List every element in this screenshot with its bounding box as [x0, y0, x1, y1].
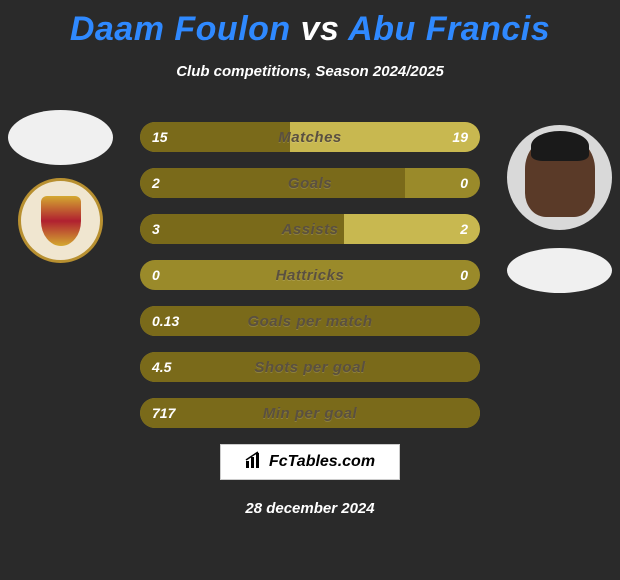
stat-value-right: 2 — [460, 214, 468, 244]
player2-club-placeholder — [507, 248, 612, 293]
title-vs: vs — [301, 10, 340, 48]
stat-row: Shots per goal4.5 — [140, 352, 480, 382]
stat-label: Hattricks — [140, 260, 480, 290]
stat-label: Shots per goal — [140, 352, 480, 382]
avatar-hair — [531, 131, 589, 161]
stat-row: Hattricks0 0 — [140, 260, 480, 290]
stat-row: Matches15 19 — [140, 122, 480, 152]
player1-name: Daam Foulon — [70, 10, 291, 48]
stat-value-left: 15 — [152, 122, 168, 152]
stat-value-left: 3 — [152, 214, 160, 244]
stat-value-right: 19 — [452, 122, 468, 152]
branding-badge: FcTables.com — [220, 444, 400, 480]
stat-value-left: 717 — [152, 398, 175, 428]
club-badge-icon — [41, 196, 81, 246]
stat-label: Goals per match — [140, 306, 480, 336]
stat-row: Goals per match0.13 — [140, 306, 480, 336]
branding-text: FcTables.com — [269, 453, 375, 471]
comparison-title: Daam Foulon vs Abu Francis — [0, 0, 620, 49]
player2-name: Abu Francis — [348, 10, 550, 48]
stat-value-left: 2 — [152, 168, 160, 198]
stat-row: Assists3 2 — [140, 214, 480, 244]
avatar-face — [525, 137, 595, 217]
stat-value-right: 0 — [460, 260, 468, 290]
stat-value-right: 0 — [460, 168, 468, 198]
stats-bars-container: Matches1519Goals20Assists32Hattricks00Go… — [140, 122, 480, 444]
player1-avatar-placeholder — [8, 110, 113, 165]
stat-value-left: 0.13 — [152, 306, 179, 336]
stat-label: Assists — [140, 214, 480, 244]
player2-avatar — [507, 125, 612, 230]
stat-row: Min per goal717 — [140, 398, 480, 428]
player1-club-badge — [18, 178, 103, 263]
stat-value-left: 0 — [152, 260, 160, 290]
stat-label: Matches — [140, 122, 480, 152]
stat-value-left: 4.5 — [152, 352, 171, 382]
stat-row: Goals2 0 — [140, 168, 480, 198]
subtitle: Club competitions, Season 2024/2025 — [0, 63, 620, 80]
snapshot-date: 28 december 2024 — [0, 500, 620, 517]
stat-label: Goals — [140, 168, 480, 198]
stat-label: Min per goal — [140, 398, 480, 428]
branding-logo-icon — [245, 451, 265, 474]
